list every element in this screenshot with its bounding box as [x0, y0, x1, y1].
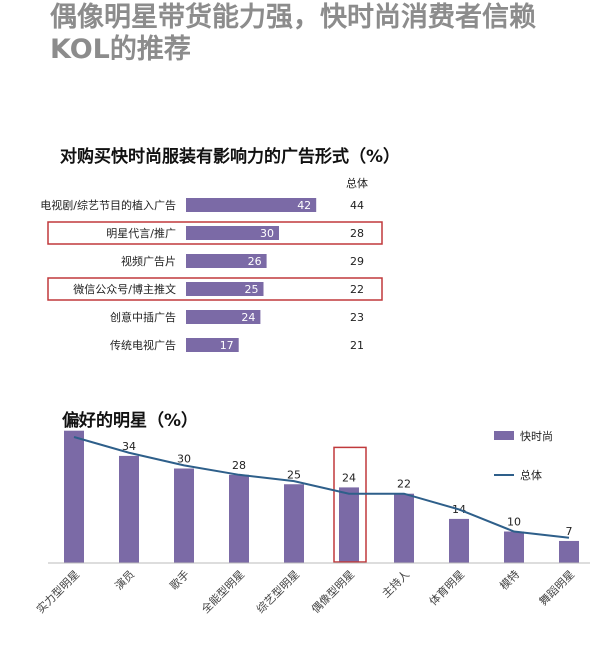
bar-value-label: 7: [566, 525, 573, 538]
tick-label: 舞蹈明星: [537, 568, 577, 608]
ad-chart-title: 对购买快时尚服装有影响力的广告形式（%）: [60, 147, 401, 167]
bar-value-label: 22: [397, 478, 411, 491]
bar-value-label: 17: [220, 339, 234, 352]
bar: [186, 282, 264, 296]
bar-value-label: 25: [287, 468, 301, 481]
bar-value-label: 28: [232, 459, 246, 472]
bar: [339, 487, 359, 563]
legend-label: 快时尚: [520, 429, 553, 443]
bar: [284, 484, 304, 563]
category-label: 视频广告片: [121, 254, 176, 268]
category-label: 电视剧/综艺节目的植入广告: [40, 198, 176, 212]
legend-swatch-bar: [494, 431, 514, 440]
tick-label: 体育明星: [426, 567, 467, 608]
tick-label: 全能型明星: [198, 567, 247, 616]
bar: [229, 474, 249, 563]
overall-value-label: 29: [350, 255, 364, 268]
tick-label: 主持人: [379, 567, 412, 600]
bar-value-label: 30: [177, 453, 191, 466]
star-chart-title: 偏好的明星（%）: [62, 411, 199, 431]
overall-value-label: 44: [350, 199, 364, 212]
bar: [559, 540, 579, 563]
category-label: 明星代言/推广: [106, 226, 176, 240]
page-title-line-1: 偶像明星带货能力强，快时尚消费者信赖: [50, 2, 536, 33]
highlight-box: [47, 277, 383, 301]
bar-value-label: 24: [342, 471, 356, 484]
bar: [186, 254, 267, 268]
bar-value-label: 10: [507, 516, 521, 529]
overall-value-label: 21: [350, 339, 364, 352]
bar: [174, 468, 194, 563]
overall-column-header: 总体: [346, 176, 368, 190]
tick-label: 模特: [497, 567, 522, 592]
category-label: 创意中插广告: [110, 310, 176, 324]
bar-value-label: 42: [297, 199, 311, 212]
highlight-box: [333, 446, 367, 563]
bar-value-label: 42: [67, 415, 81, 428]
bar: [186, 338, 239, 352]
bar: [394, 493, 414, 563]
overall-value-label: 22: [350, 283, 364, 296]
bar-value-label: 26: [248, 255, 262, 268]
overall-value-label: 28: [350, 227, 364, 240]
bar: [186, 198, 317, 212]
bar: [449, 518, 469, 563]
page-title: 偶像明星带货能力强，快时尚消费者信赖 KOL的推荐: [50, 2, 610, 66]
tick-label: 演员: [112, 567, 137, 592]
bar: [119, 455, 139, 563]
category-label: 微信公众号/博主推文: [73, 282, 176, 296]
highlight-box: [47, 221, 383, 245]
page-title-line-2: KOL的推荐: [50, 34, 191, 65]
overall-value-label: 23: [350, 311, 364, 324]
tick-label: 实力型明星: [33, 567, 82, 616]
bar-value-label: 24: [241, 311, 255, 324]
bar-value-label: 30: [260, 227, 274, 240]
tick-label: 歌手: [167, 567, 192, 592]
category-label: 传统电视广告: [110, 338, 176, 352]
legend-label: 总体: [520, 468, 542, 482]
bar: [64, 430, 84, 563]
tick-label: 综艺型明星: [253, 567, 302, 616]
bar: [504, 531, 524, 563]
bar: [186, 226, 279, 240]
bar: [186, 310, 261, 324]
overall-series-line: [73, 436, 570, 539]
tick-label: 偶像型明星: [308, 567, 357, 616]
bar-value-label: 34: [122, 440, 136, 453]
bar-value-label: 25: [245, 283, 259, 296]
